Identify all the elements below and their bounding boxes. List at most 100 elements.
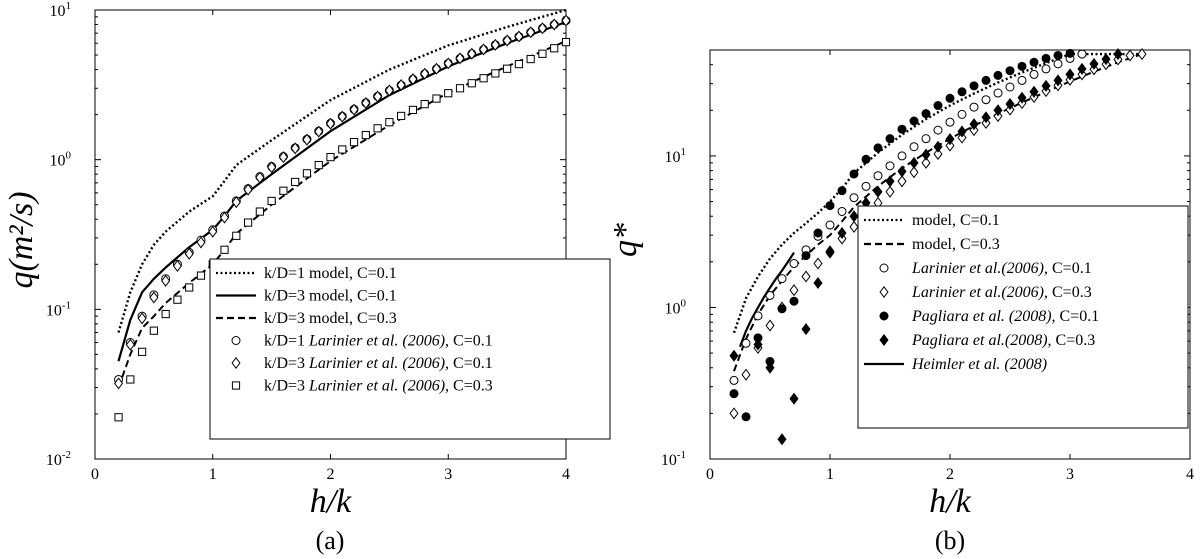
panel-b-y-tick-label: 101 [665, 146, 687, 166]
panel-a-label: (a) [316, 526, 345, 555]
panel-b-data-point [837, 226, 847, 240]
panel-b-data-point [849, 193, 859, 203]
panel-b-data-point [1005, 82, 1015, 92]
panel-a-data-point [408, 105, 418, 115]
panel-b-y-tick-exp: 1 [681, 146, 687, 158]
panel-a-data-point [467, 47, 477, 60]
panel-b-series-line [738, 251, 795, 348]
panel-b-data-point [1017, 61, 1027, 71]
panel-a-data-point [314, 125, 324, 138]
panel-a-data-point [431, 62, 441, 75]
panel-b-data-point [981, 75, 991, 85]
panel-a-data-point [138, 347, 147, 356]
panel-b-data-point [849, 220, 859, 233]
panel-a-data-point [161, 274, 171, 287]
panel-b-series-heimler-et-al-2008 [738, 251, 795, 348]
panel-a-legend-swatch [231, 336, 241, 345]
panel-b-data-point [1041, 64, 1051, 74]
panel-b-data-point [1029, 69, 1039, 79]
panel-a-data-point [467, 79, 476, 88]
panel-a-data-point [432, 94, 441, 103]
panel-a-legend-item: k/D=3 model, C=0.3 [216, 310, 397, 327]
panel-b-data-point [837, 186, 847, 196]
panel-b-data-point [861, 181, 871, 191]
panel-a-data-point [243, 218, 253, 227]
panel-b-data-point [1065, 68, 1075, 81]
panel-b-data-point [777, 304, 787, 314]
panel-b-data-point [789, 284, 799, 297]
panel-b-legend-label: model, C=0.1 [912, 212, 1000, 229]
panel-a-data-point [267, 161, 277, 174]
panel-a-data-point [526, 26, 536, 39]
panel-b-data-point [801, 323, 811, 336]
panel-a-series-line [117, 8, 567, 333]
panel-a-data-point [349, 103, 359, 116]
panel-b-y-tick-exp: -1 [677, 449, 686, 461]
panel-a-data-point [232, 231, 241, 240]
panel-b-data-point [945, 93, 955, 103]
panel-a-data-point [196, 271, 206, 280]
panel-b-data-point [909, 142, 919, 152]
panel-a-data-point [279, 186, 288, 195]
panel-b-series-line [732, 52, 1142, 334]
panel-b-data-point [993, 70, 1003, 80]
panel-b-data-point [1065, 48, 1075, 58]
panel-b-data-point [825, 201, 835, 211]
panel-b-legend-item: Pagliara et al. (2008), C=0.1 [879, 308, 1099, 325]
panel-b-data-point [957, 87, 967, 97]
panel-a-data-point [537, 22, 547, 35]
panel-a-data-point [561, 38, 571, 47]
panel-a-data-point [361, 130, 370, 140]
panel-b-data-point [765, 319, 775, 332]
panel-a-data-point [161, 309, 170, 319]
panel-b-legend-label: Pagliara et al.(2008), C=0.3 [911, 332, 1095, 349]
panel-b-y-tick-label: 100 [665, 297, 687, 317]
panel-b-data-point [993, 88, 1003, 98]
panel-b-data-point [729, 407, 739, 420]
panel-a-data-point [549, 18, 559, 31]
panel-b-x-tick-label: 3 [1066, 466, 1074, 483]
panel-a-data-point [326, 153, 335, 162]
panel-b-data-point [873, 185, 883, 198]
panel-b-data-point [849, 169, 859, 179]
panel-b-legend-label: model, C=0.3 [912, 236, 1000, 253]
panel-a-data-point [490, 38, 500, 51]
panel-b-data-point [837, 206, 847, 216]
panel-a-data-point [255, 171, 265, 184]
panel-b-data-point [1029, 57, 1039, 67]
panel-b-data-point [825, 220, 835, 230]
panel-a-data-point [290, 142, 300, 155]
panel-b-data-point [1041, 53, 1051, 63]
panel-b-data-point [861, 154, 871, 164]
panel-a-y-tick-base: 10 [46, 452, 62, 469]
panel-b-data-point [981, 111, 991, 124]
panel-a-data-point [114, 377, 124, 390]
panel-a-legend-label: k/D=3 model, C=0.1 [264, 288, 397, 305]
panel-a-data-point [420, 67, 430, 80]
panel-a-y-axis-label: q(m²/s) [3, 191, 40, 288]
panel-b-data-point [897, 175, 907, 188]
panel-b-x-tick-label: 1 [826, 466, 834, 483]
panel-b-data-point [1053, 50, 1063, 60]
panel-a-data-point [373, 90, 383, 103]
panel-b-data-point [753, 338, 763, 351]
panel-b-data-point [849, 210, 859, 223]
panel-b-data-point [825, 246, 835, 259]
panel-b-legend-item: Larinier et al.(2006), C=0.3 [879, 284, 1092, 301]
panel-a-data-point [291, 177, 300, 187]
panel-b-data-point [921, 156, 931, 169]
panel-a-data-point [231, 196, 241, 209]
panel-b-legend-swatch [879, 263, 889, 273]
panel-b-data-point [1053, 74, 1063, 87]
panel-b-data-point [1113, 48, 1123, 61]
panel-b-data-point [897, 151, 907, 161]
panel-a-y-tick-label: 101 [50, 0, 72, 20]
panel-a-data-point [384, 84, 394, 97]
panel-b-series-model-c-0-1 [732, 52, 1142, 334]
panel-b-x-tick-label: 4 [1186, 466, 1194, 483]
panel-b-data-point [789, 296, 799, 306]
panel-a-data-point [137, 312, 147, 325]
panel-b-series-line [733, 53, 1143, 372]
panel-b-data-point [1029, 85, 1039, 98]
